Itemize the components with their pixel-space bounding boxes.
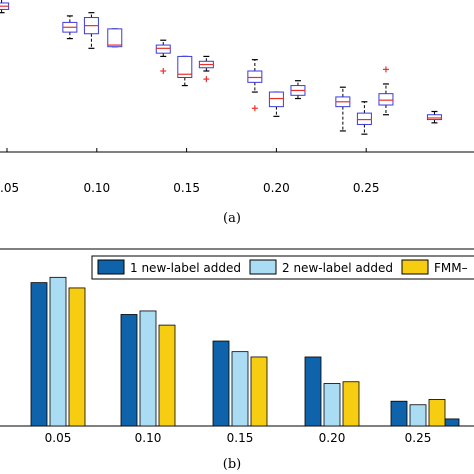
boxplot-x-ticks: .05 0.10 0.15 0.20 0.25 xyxy=(0,148,380,195)
box-1 xyxy=(0,0,10,14)
legend-label-1: 1 new-label added xyxy=(130,261,241,275)
bar xyxy=(68,287,86,427)
legend-box xyxy=(91,255,474,280)
boxplot-tick-label: 0.20 xyxy=(263,181,290,195)
box-body xyxy=(247,70,263,83)
bar-panel: 0.05 0.10 0.15 0.20 0.25 1 new-label added 2… xyxy=(0,248,474,472)
bar-series-3 xyxy=(68,287,446,427)
bar xyxy=(409,404,427,427)
legend-label-2: 2 new-label added xyxy=(282,261,393,275)
box-outlier xyxy=(251,105,258,112)
bar-tick-label: 0.10 xyxy=(135,431,162,445)
bar-series xyxy=(30,276,460,427)
bar xyxy=(323,383,341,427)
box-outlier xyxy=(203,76,210,83)
boxplot-boxes xyxy=(0,0,442,135)
bar xyxy=(304,356,322,427)
legend-swatch-2 xyxy=(249,259,277,275)
box-body xyxy=(107,28,123,48)
bar xyxy=(49,276,67,427)
box-body xyxy=(378,93,394,106)
box-10 xyxy=(290,80,306,100)
legend-label-3: FMM– xyxy=(434,261,468,275)
boxplot-tick-label: .05 xyxy=(0,181,19,195)
box-14 xyxy=(426,110,442,124)
box-4 xyxy=(107,28,123,48)
box-13 xyxy=(378,66,394,116)
bar xyxy=(30,282,48,427)
boxplot-tick-label: 0.10 xyxy=(83,181,110,195)
box-7 xyxy=(198,55,214,83)
box-body xyxy=(177,55,193,78)
bar xyxy=(342,381,360,427)
bar-tick-label: 0.05 xyxy=(45,431,72,445)
box-body xyxy=(155,44,171,54)
box-body xyxy=(356,112,372,125)
legend-swatch-3 xyxy=(401,259,429,275)
bar-tick-label: 0.15 xyxy=(227,431,254,445)
bar-legend: 1 new-label added 2 new-label added FMM– xyxy=(91,255,474,280)
box-12 xyxy=(356,101,372,135)
box-6 xyxy=(177,55,193,87)
box-body xyxy=(268,91,284,108)
boxplot-caption: (a) xyxy=(223,211,241,226)
boxplot-panel: .05 0.10 0.15 0.20 0.25 (a) xyxy=(0,0,474,226)
bar xyxy=(120,314,138,427)
box-8 xyxy=(247,59,263,112)
bar-caption: (b) xyxy=(223,457,241,472)
box-9 xyxy=(268,91,284,117)
box-2 xyxy=(62,15,78,40)
box-outlier xyxy=(160,68,167,74)
bar xyxy=(212,340,230,427)
box-outlier xyxy=(382,66,389,73)
bar xyxy=(428,399,446,427)
box-11 xyxy=(335,86,351,132)
bar-tick-label: 0.25 xyxy=(405,431,432,445)
legend-swatch-1 xyxy=(97,259,125,275)
bar-series-2 xyxy=(49,276,427,427)
bar-series-1 xyxy=(30,282,460,427)
bar xyxy=(231,351,249,427)
box-3 xyxy=(83,12,99,49)
bar-tick-label: 0.20 xyxy=(319,431,346,445)
boxplot-tick-label: 0.15 xyxy=(173,181,200,195)
bar xyxy=(158,324,176,427)
bar-x-ticks: 0.05 0.10 0.15 0.20 0.25 xyxy=(45,431,432,445)
bar xyxy=(390,400,408,427)
box-body xyxy=(426,114,442,121)
box-5 xyxy=(155,39,171,74)
boxplot-tick-label: 0.25 xyxy=(353,181,380,195)
bar xyxy=(250,356,268,427)
bar xyxy=(139,310,157,427)
